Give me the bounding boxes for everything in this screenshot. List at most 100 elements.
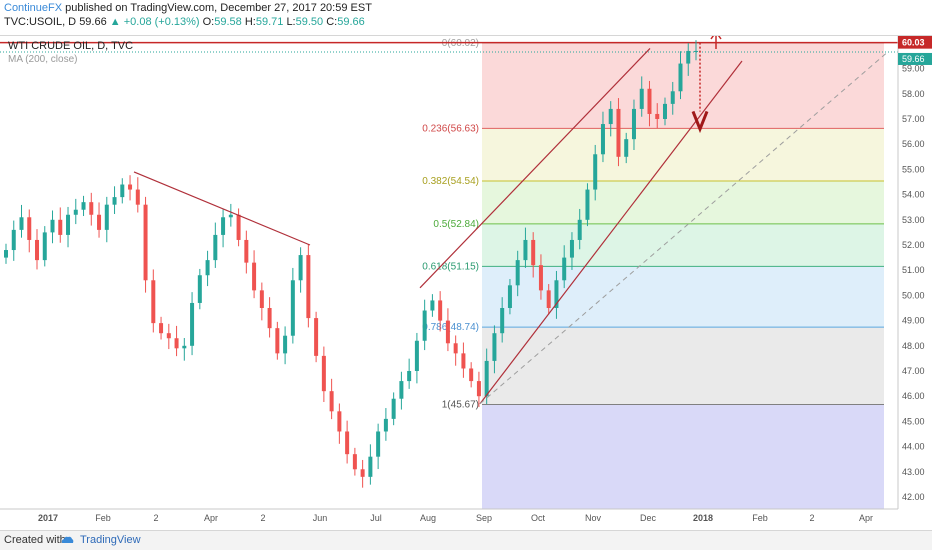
y-tick-label: 58.00 — [902, 89, 925, 99]
y-tick-label: 47.00 — [902, 366, 925, 376]
high-value: 59.71 — [255, 16, 284, 28]
change-value: ▲ +0.08 (+0.13%) — [109, 16, 200, 28]
candle-body — [337, 411, 342, 432]
fib-level-label: 1(45.67) — [442, 400, 479, 411]
candle-body — [143, 204, 148, 281]
candle-body — [190, 302, 195, 346]
candle-body — [283, 335, 288, 354]
y-tick-label: 49.00 — [902, 316, 925, 326]
candle-body — [275, 328, 280, 354]
channel-lower-line — [479, 60, 743, 405]
candle-body — [376, 431, 381, 457]
candle-body — [259, 290, 264, 308]
x-tick-label: Feb — [752, 513, 768, 523]
tradingview-brand[interactable]: TradingView — [80, 534, 141, 546]
fib-zone-5 — [482, 327, 884, 405]
candle-body — [4, 250, 8, 258]
y-tick-label: 56.00 — [902, 139, 925, 149]
fib-level-label: 0.786(48.74) — [422, 322, 479, 333]
candle-body — [166, 333, 171, 339]
candle-body — [81, 202, 86, 210]
candle-body — [267, 308, 272, 329]
x-tick-label: Feb — [95, 513, 111, 523]
candle-body — [221, 217, 226, 235]
high-label: H: — [244, 16, 256, 28]
candle-body — [244, 239, 249, 263]
low-label: L: — [286, 16, 296, 28]
candle-body — [670, 91, 675, 104]
candle-body — [329, 391, 334, 412]
x-tick-label: Dec — [640, 513, 657, 523]
candle-body — [58, 219, 63, 235]
candle-body — [97, 214, 102, 230]
candle-body — [624, 139, 629, 157]
candle-body — [345, 431, 350, 455]
candle-body — [577, 219, 582, 240]
candle-body — [19, 217, 24, 230]
candle-body — [562, 257, 567, 281]
candle-body — [174, 338, 179, 349]
y-tick-label: 55.00 — [902, 164, 925, 174]
candle-body — [631, 108, 636, 140]
x-tick-label: Aug — [420, 513, 436, 523]
y-tick-label: 59.00 — [902, 64, 925, 74]
x-tick-label: Apr — [204, 513, 218, 523]
up-arrow-icon — [710, 36, 722, 40]
y-tick-label: 43.00 — [902, 467, 925, 477]
candle-body — [492, 333, 497, 361]
y-tick-label: 54.00 — [902, 190, 925, 200]
candle-body — [430, 300, 435, 311]
candle-body — [445, 320, 450, 344]
candle-body — [438, 300, 443, 321]
author-link[interactable]: ContinueFX — [4, 2, 63, 14]
candle-body — [523, 239, 528, 261]
candle-body — [515, 260, 520, 286]
candle-body — [608, 108, 613, 125]
x-tick-label: 2018 — [693, 513, 713, 523]
candle-body — [306, 255, 311, 319]
candle-body — [546, 290, 551, 308]
x-tick-label: 2 — [809, 513, 814, 523]
y-tick-label: 42.00 — [902, 492, 925, 502]
candle-body — [639, 88, 644, 109]
fib-extension-zone — [482, 404, 884, 509]
fib-level-label: 0.382(54.54) — [422, 176, 479, 187]
candle-body — [298, 255, 303, 281]
candle-body — [500, 308, 505, 334]
candle-body — [461, 353, 466, 369]
x-tick-label: 2 — [153, 513, 158, 523]
chart-pane[interactable]: 0(60.02) 0.236(56.63) 0.382(54.54) 0.5(52.8… — [0, 35, 932, 530]
resistance-price-tag — [898, 36, 932, 49]
candle-body — [407, 371, 412, 382]
x-tick-label: Jun — [313, 513, 328, 523]
x-tick-label: Oct — [531, 513, 546, 523]
open-label: O: — [202, 16, 215, 28]
candle-body — [89, 202, 94, 215]
y-tick-label: 46.00 — [902, 391, 925, 401]
chart-canvas: 0(60.02) 0.236(56.63) 0.382(54.54) 0.5(52.8… — [0, 36, 932, 523]
ma-legend: MA (200, close) — [8, 54, 78, 65]
fib-level-label: 0.5(52.84) — [433, 219, 479, 230]
candle-body — [662, 103, 667, 119]
candle-body — [422, 310, 427, 341]
symbol-label: TVC:USOIL, D — [4, 16, 77, 28]
candle-body — [66, 214, 71, 235]
descending-trendline — [133, 171, 311, 246]
x-tick-label: 2017 — [38, 513, 58, 523]
candle-body — [112, 197, 117, 205]
candle-body — [290, 280, 295, 336]
candle-body — [694, 50, 698, 52]
candle-body — [391, 398, 396, 419]
candle-body — [27, 217, 32, 240]
last-price: 59.66 — [79, 16, 107, 28]
close-value: 59.66 — [337, 16, 365, 28]
candle-body — [360, 469, 365, 477]
candle-body — [484, 360, 489, 397]
candle-body — [205, 260, 210, 276]
publish-header: ContinueFX published on TradingView.com,… — [0, 0, 932, 30]
candle-body — [352, 454, 357, 470]
x-tick-label: Apr — [859, 513, 873, 523]
candle-body — [678, 63, 683, 92]
y-tick-label: 57.00 — [902, 114, 925, 124]
candle-body — [368, 456, 373, 477]
